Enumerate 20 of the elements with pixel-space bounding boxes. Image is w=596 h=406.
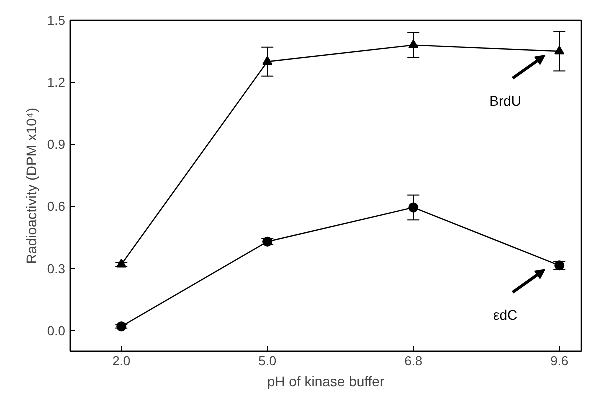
y-tick-label: 0.6 xyxy=(47,199,66,214)
point xyxy=(408,40,419,48)
y-tick-label: 1.5 xyxy=(47,13,66,28)
x-tick-label: 2.0 xyxy=(112,354,131,368)
point xyxy=(408,202,419,213)
x-axis-title: pH of kinase buffer xyxy=(267,374,385,390)
annotation: BrdU xyxy=(490,92,522,109)
point xyxy=(262,56,273,65)
y-tick-label: 0.0 xyxy=(47,323,66,338)
y-tick-label: 0.3 xyxy=(47,261,66,276)
x-tick-label: 5.0 xyxy=(258,354,277,368)
x-tick-label: 9.6 xyxy=(550,354,569,368)
point xyxy=(116,258,127,268)
x-tick-label: 6.8 xyxy=(404,354,423,368)
y-axis-title: Radioactivity (DPM x10⁴) xyxy=(23,108,40,264)
point xyxy=(554,46,565,55)
y-tick-label: 0.9 xyxy=(47,137,66,152)
annotation: εdC xyxy=(494,307,518,324)
y-tick-label: 1.2 xyxy=(47,75,66,90)
point xyxy=(116,322,127,332)
